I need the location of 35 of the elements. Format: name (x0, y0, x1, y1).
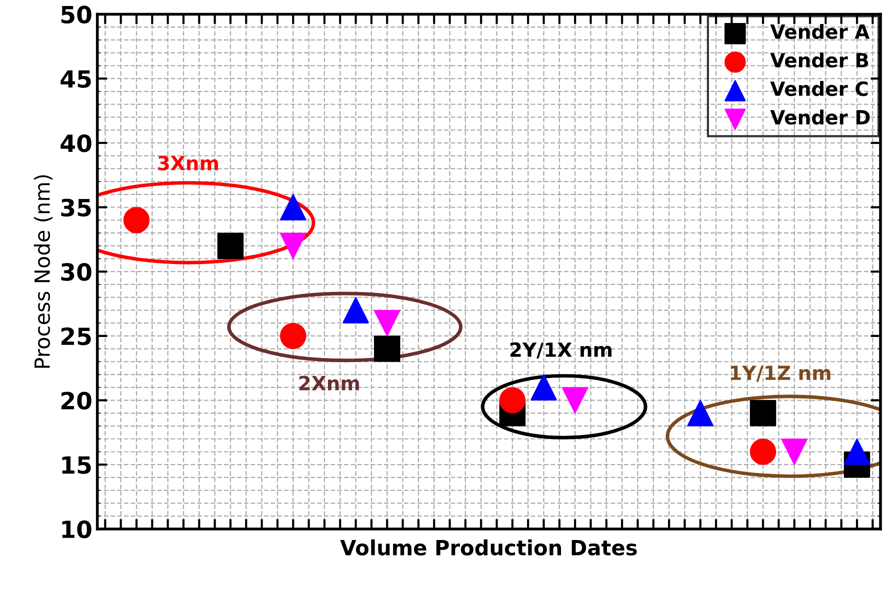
y-tick-label: 30 (61, 263, 92, 281)
point (750, 438, 776, 465)
point (280, 194, 306, 220)
point (217, 232, 244, 259)
y-tick-label: 25 (61, 327, 91, 346)
y-tick-label: 15 (62, 456, 91, 474)
y-tick-label: 40 (60, 134, 92, 152)
point (374, 310, 400, 336)
point (499, 387, 526, 414)
y-tick-label: 20 (61, 392, 92, 410)
y-tick-label: 35 (61, 198, 91, 217)
annotation: 1Y/1Z nm (730, 366, 830, 382)
point (750, 400, 776, 426)
legend-label: Vender B (770, 52, 868, 68)
y-tick-label: 45 (60, 70, 91, 88)
point (123, 207, 150, 234)
point (781, 438, 808, 465)
point (280, 322, 306, 350)
point (374, 336, 400, 362)
legend-label: Vender D (770, 110, 870, 125)
legend-label: Vender C (770, 81, 868, 96)
point (844, 438, 870, 465)
point (687, 400, 714, 426)
point (342, 297, 369, 324)
annotation: 3Xnm (158, 156, 218, 170)
y-tick-label: 10 (62, 520, 92, 538)
point (280, 232, 306, 259)
y-axis-title: Process Node (nm) (34, 175, 52, 368)
annotation: 2Y/1X nm (510, 342, 612, 359)
point (530, 374, 557, 401)
y-tick-label: 50 (61, 6, 92, 24)
x-axis-title: Volume Production Dates (340, 539, 637, 556)
legend-label: Vender A (770, 24, 870, 40)
point (562, 387, 588, 414)
annotation: 2Xnm (299, 376, 359, 390)
